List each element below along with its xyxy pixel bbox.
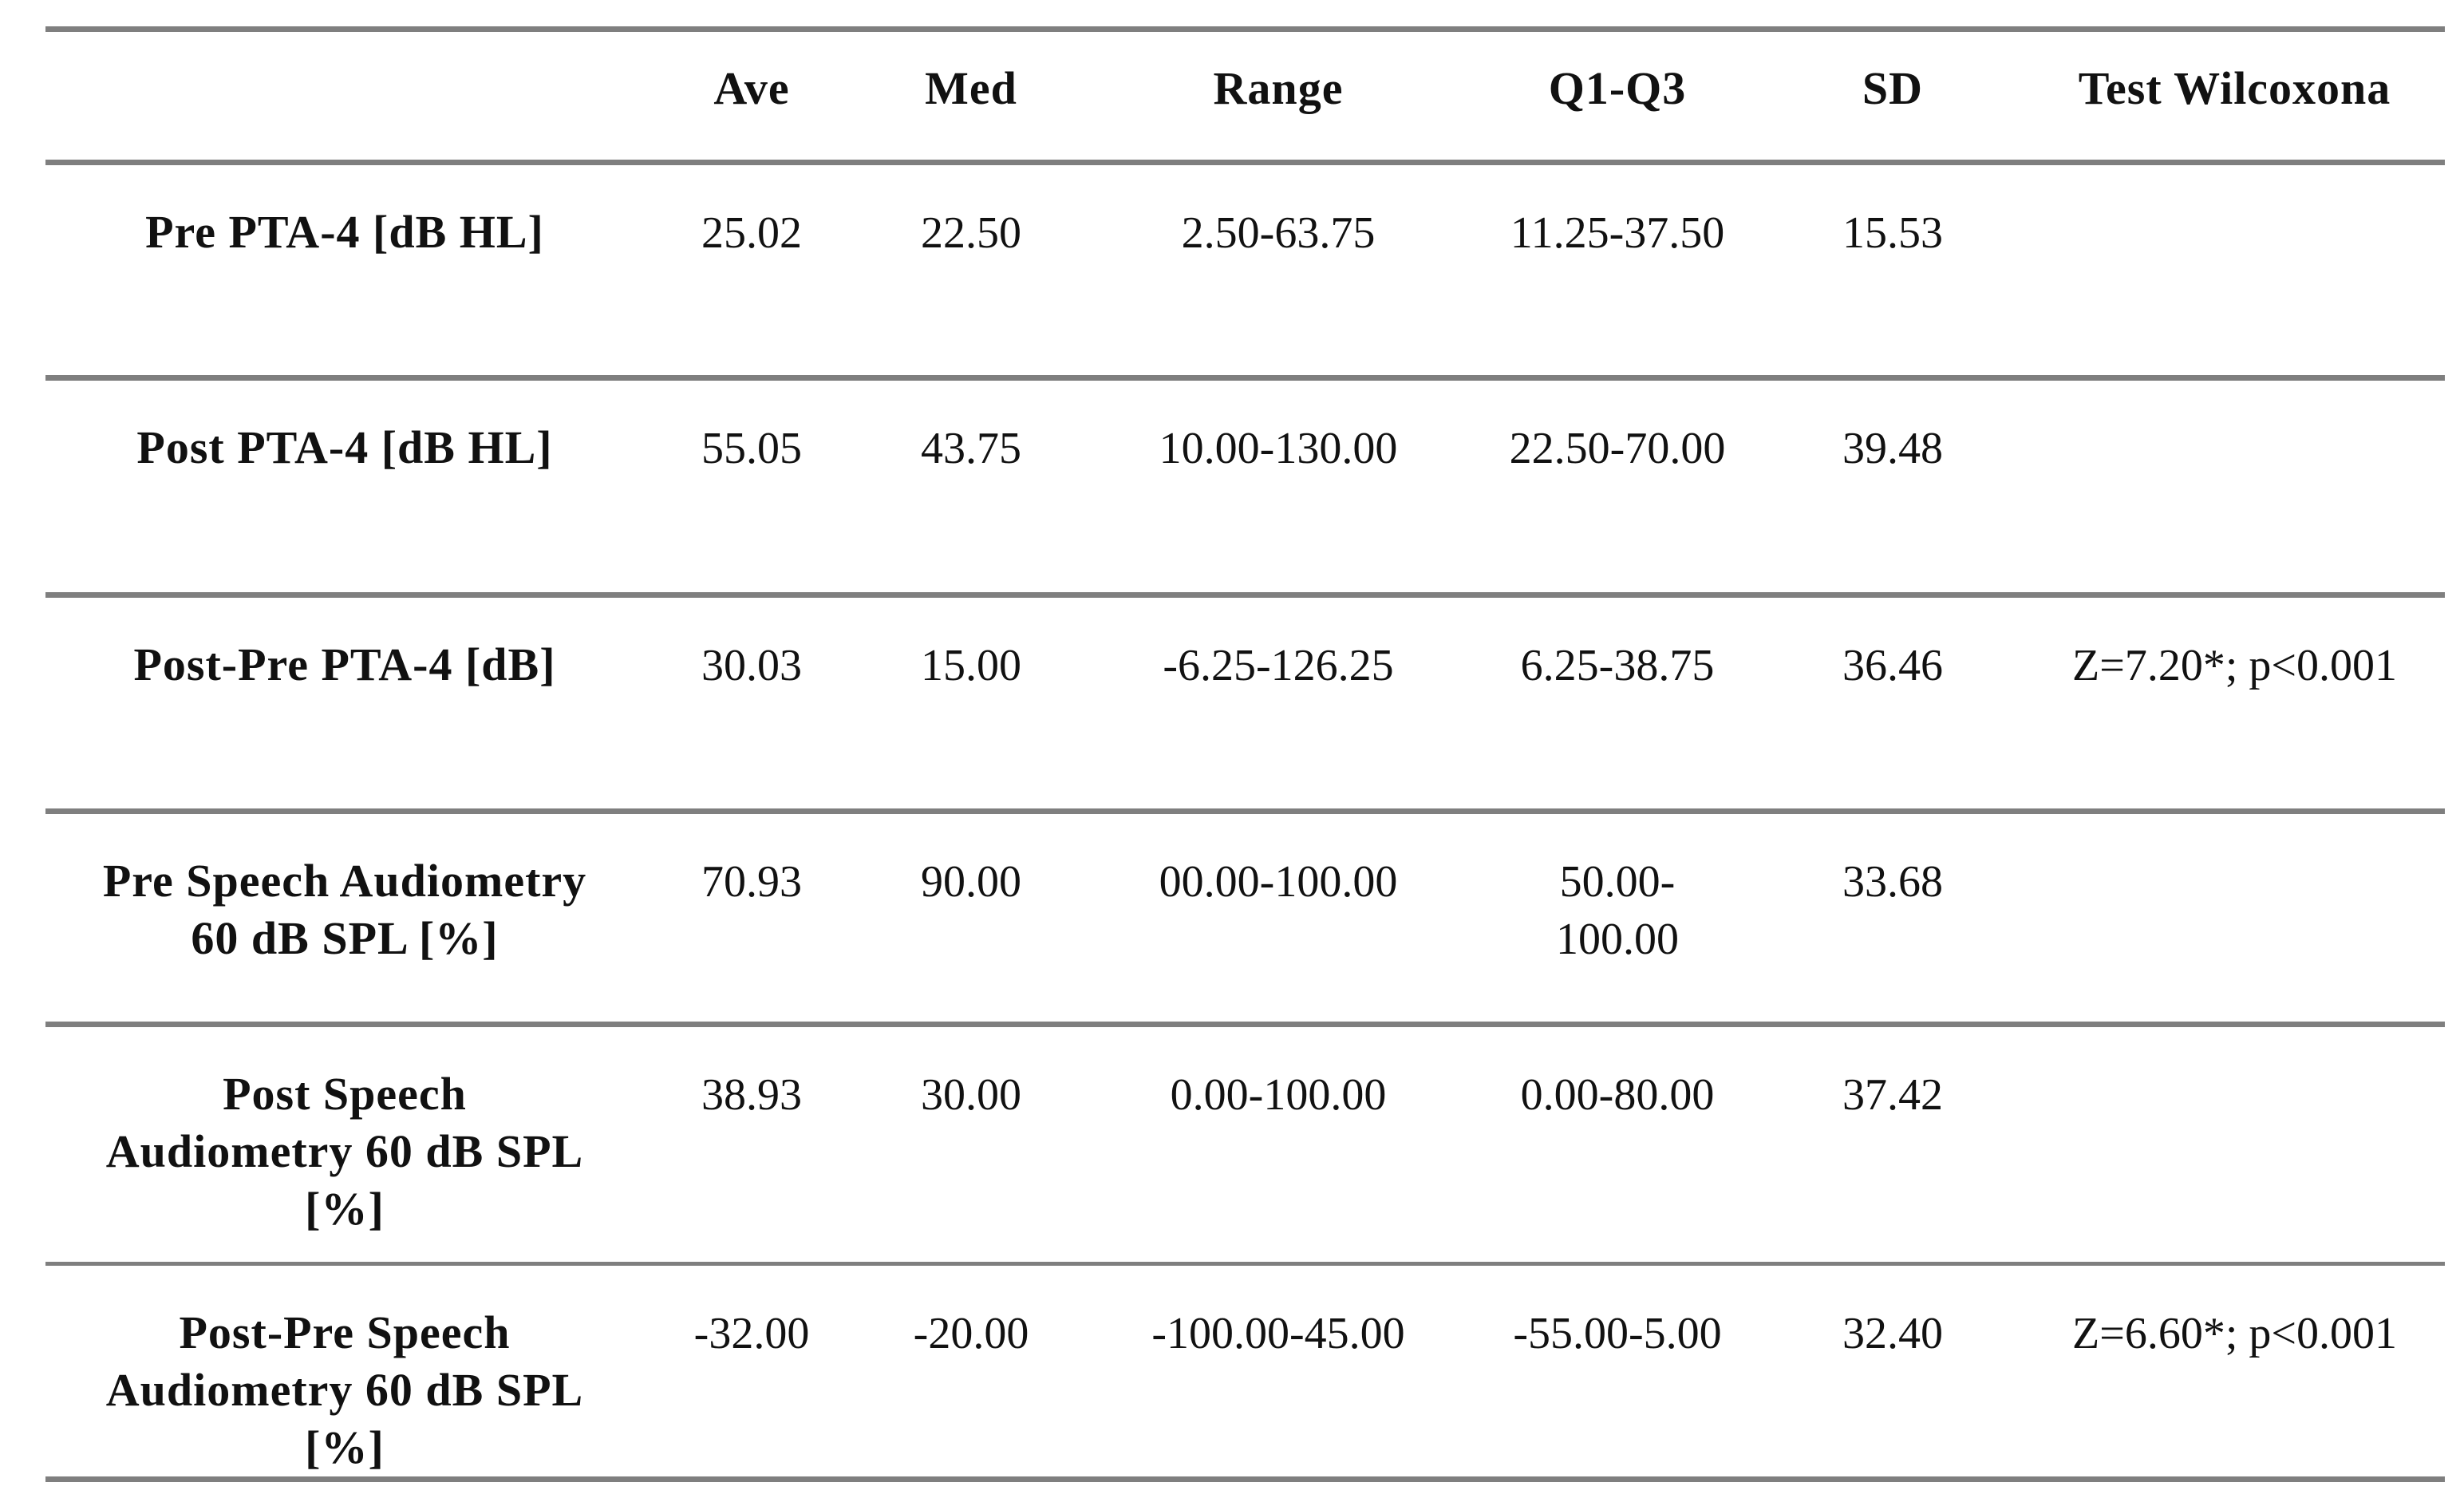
- row-label: Pre Speech Audiometry 60 dB SPL [%]: [102, 855, 587, 964]
- cell-range: 2.50-63.75: [1181, 208, 1376, 258]
- cell-ave: -32.00: [693, 1309, 810, 1358]
- table-row-pre-pta4: Pre PTA-4 [dB HL] 25.02 22.50 2.50-63.75…: [45, 163, 2445, 378]
- col-header-range: Range: [1213, 62, 1344, 114]
- col-header-med: Med: [925, 62, 1017, 114]
- cell-med: 30.00: [921, 1070, 1021, 1120]
- cell-sd: 39.48: [1842, 424, 1943, 473]
- row-label: Post PTA-4 [dB HL]: [136, 421, 553, 473]
- row-label: Post Speech Audiometry 60 dB SPL [%]: [105, 1068, 584, 1235]
- cell-q1-q3: 0.00-80.00: [1520, 1070, 1715, 1120]
- cell-q1-q3: 11.25-37.50: [1510, 208, 1725, 258]
- cell-med: 15.00: [921, 641, 1021, 690]
- table-row-post-pta4: Post PTA-4 [dB HL] 55.05 43.75 10.00-130…: [45, 378, 2445, 595]
- row-label: Post-Pre Speech Audiometry 60 dB SPL [%]: [105, 1306, 584, 1473]
- cell-med: -20.00: [913, 1309, 1029, 1358]
- row-label: Post-Pre PTA-4 [dB]: [133, 638, 556, 690]
- cell-sd: 15.53: [1842, 208, 1943, 258]
- header-row: Ave Med Range Q1-Q3 SD Test Wilcoxona: [45, 30, 2445, 163]
- cell-q1-q3: -55.00-5.00: [1513, 1309, 1722, 1358]
- cell-range: 00.00-100.00: [1159, 857, 1398, 907]
- col-header-q1-q3: Q1-Q3: [1548, 62, 1687, 114]
- cell-sd: 36.46: [1842, 641, 1943, 690]
- cell-q1-q3: 50.00- 100.00: [1556, 857, 1679, 964]
- cell-wilcoxon: Z=7.20*; p<0.001: [2072, 641, 2397, 690]
- cell-wilcoxon: [2024, 1025, 2445, 1264]
- table-row-post-pre-speech-audiometry: Post-Pre Speech Audiometry 60 dB SPL [%]…: [45, 1264, 2445, 1480]
- cell-ave: 70.93: [701, 857, 802, 907]
- cell-med: 90.00: [921, 857, 1021, 907]
- col-header-ave: Ave: [713, 62, 790, 114]
- audiometry-results-table: Ave Med Range Q1-Q3 SD Test Wilcoxona Pr…: [45, 26, 2445, 1482]
- col-header-empty: [45, 30, 644, 163]
- cell-sd: 32.40: [1842, 1309, 1943, 1358]
- cell-range: 10.00-130.00: [1159, 424, 1398, 473]
- cell-sd: 33.68: [1842, 857, 1943, 907]
- cell-ave: 55.05: [701, 424, 802, 473]
- cell-ave: 25.02: [701, 208, 802, 258]
- cell-sd: 37.42: [1842, 1070, 1943, 1120]
- cell-range: -100.00-45.00: [1151, 1309, 1405, 1358]
- cell-range: 0.00-100.00: [1170, 1070, 1387, 1120]
- table-row-pre-speech-audiometry: Pre Speech Audiometry 60 dB SPL [%] 70.9…: [45, 812, 2445, 1025]
- cell-wilcoxon: [2024, 812, 2445, 1025]
- cell-wilcoxon: [2024, 163, 2445, 378]
- table-row-post-speech-audiometry: Post Speech Audiometry 60 dB SPL [%] 38.…: [45, 1025, 2445, 1264]
- table-row-post-pre-pta4: Post-Pre PTA-4 [dB] 30.03 15.00 -6.25-12…: [45, 595, 2445, 812]
- col-header-test-wilcoxon: Test Wilcoxona: [2078, 62, 2391, 114]
- cell-ave: 38.93: [701, 1070, 802, 1120]
- cell-wilcoxon: Z=6.60*; p<0.001: [2072, 1309, 2397, 1358]
- row-label: Pre PTA-4 [dB HL]: [145, 206, 544, 258]
- cell-med: 43.75: [921, 424, 1021, 473]
- audiometry-results-table-container: Ave Med Range Q1-Q3 SD Test Wilcoxona Pr…: [45, 26, 2445, 1482]
- col-header-sd: SD: [1862, 62, 1924, 114]
- cell-q1-q3: 22.50-70.00: [1509, 424, 1726, 473]
- cell-q1-q3: 6.25-38.75: [1520, 641, 1715, 690]
- cell-ave: 30.03: [701, 641, 802, 690]
- cell-med: 22.50: [921, 208, 1021, 258]
- cell-range: -6.25-126.25: [1163, 641, 1394, 690]
- cell-wilcoxon: [2024, 378, 2445, 595]
